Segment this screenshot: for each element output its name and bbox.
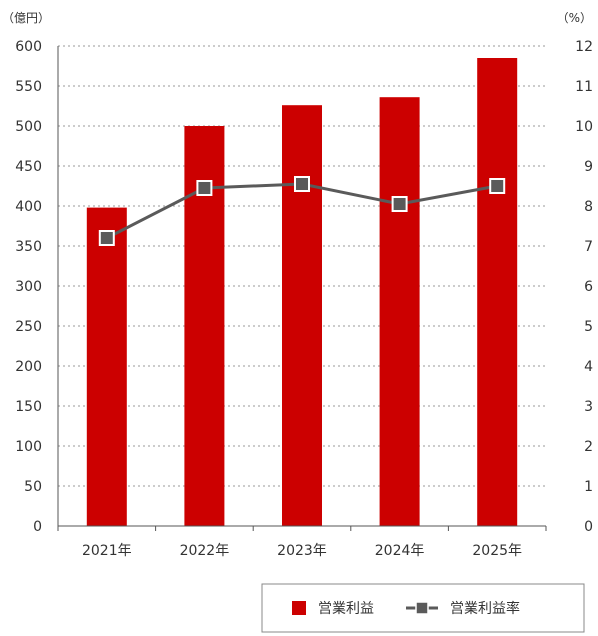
line-point (489, 178, 506, 194)
left-tick-label: 500 (15, 119, 42, 135)
right-tick-label: 3 (584, 399, 593, 415)
x-axis: 2021年 2022年 2023年 2024年 2025年 (57, 46, 547, 559)
bar (86, 207, 127, 526)
bar-series (86, 58, 518, 526)
x-tick-label: 2024年 (375, 543, 425, 559)
line-point (294, 176, 310, 192)
legend-bar-swatch (292, 601, 306, 615)
left-tick-label: 250 (15, 319, 42, 335)
right-tick-label: 7 (584, 239, 593, 255)
line-series (98, 176, 506, 246)
grid (58, 45, 546, 487)
left-tick-label: 600 (15, 39, 42, 55)
right-tick-label: 8 (584, 199, 593, 215)
right-tick-label: 0 (584, 519, 593, 535)
legend-line-label: 営業利益率 (450, 600, 520, 617)
right-axis-unit: （%） (557, 11, 592, 25)
bar (379, 97, 420, 526)
right-tick-label: 1 (584, 479, 593, 495)
right-tick-label: 2 (584, 439, 593, 455)
legend-bar-label: 営業利益 (318, 601, 374, 617)
left-tick-label: 200 (15, 359, 42, 375)
right-tick-label: 5 (584, 319, 593, 335)
line-point (196, 180, 213, 196)
left-tick-label: 350 (15, 239, 42, 255)
left-axis-unit: （億円） (2, 11, 50, 25)
left-tick-label: 300 (15, 279, 42, 295)
left-tick-label: 50 (24, 479, 42, 495)
left-tick-label: 0 (33, 519, 42, 535)
right-tick-label: 10 (575, 119, 593, 135)
left-tick-label: 400 (15, 199, 42, 215)
left-tick-label: 450 (15, 159, 42, 175)
x-tick-label: 2021年 (82, 543, 132, 559)
left-tick-label: 100 (15, 439, 42, 455)
line-point (391, 196, 408, 212)
legend: 営業利益 営業利益率 (261, 583, 585, 633)
bar (282, 105, 322, 526)
left-tick-label: 550 (15, 79, 42, 95)
legend-line-marker (415, 601, 429, 615)
left-axis: 0 50 100 150 200 250 300 350 400 450 500 550 600 (15, 39, 42, 535)
right-tick-label: 11 (575, 79, 593, 95)
left-tick-label: 150 (15, 399, 42, 415)
x-tick-label: 2023年 (277, 543, 327, 559)
right-tick-label: 9 (584, 159, 593, 175)
right-tick-label: 6 (584, 279, 593, 295)
right-tick-label: 4 (584, 359, 593, 375)
x-tick-label: 2025年 (472, 543, 522, 559)
line-point (98, 230, 115, 246)
bar (477, 58, 518, 526)
x-tick-label: 2022年 (180, 543, 230, 559)
right-tick-label: 12 (575, 39, 593, 55)
